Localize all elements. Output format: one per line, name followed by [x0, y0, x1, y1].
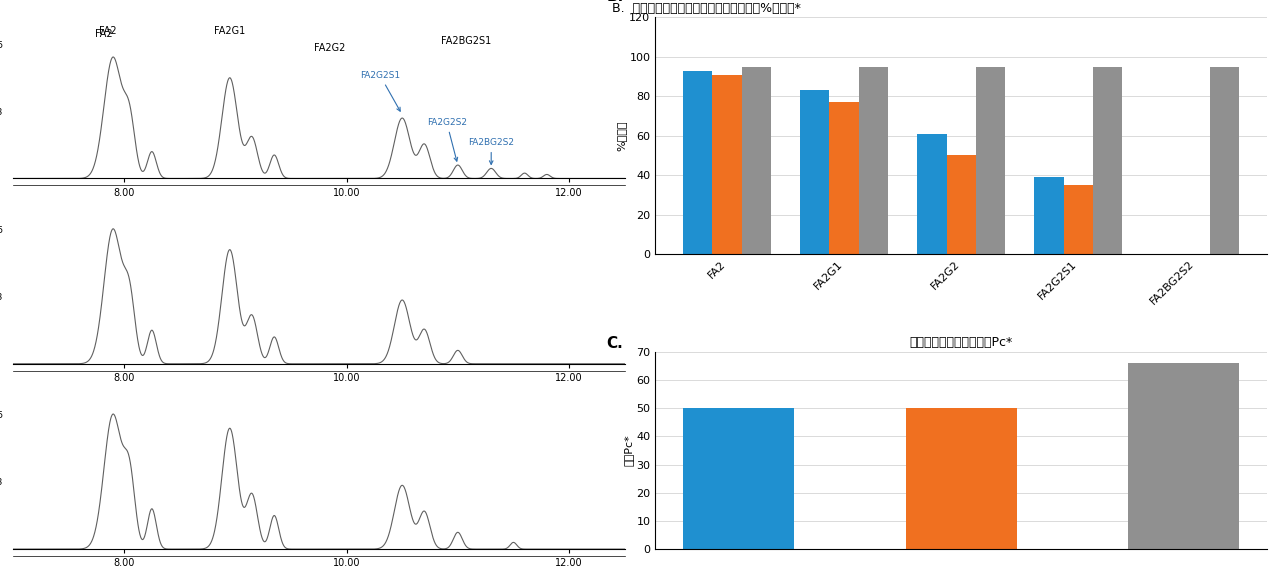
Bar [684, 71, 713, 254]
Text: FA2G2S2: FA2G2S2 [426, 118, 467, 161]
Y-axis label: %回收率: %回收率 [617, 120, 626, 151]
Text: FA2G1: FA2G1 [214, 26, 246, 36]
Bar [1093, 66, 1123, 254]
Bar [859, 66, 888, 254]
Text: B.: B. [607, 0, 623, 4]
Text: FA2BG2S1: FA2BG2S1 [442, 36, 492, 46]
Bar [1034, 177, 1064, 254]
Bar [713, 75, 741, 254]
Bar [975, 66, 1005, 254]
Title: 常规不锈钢色谱柱的有效Pc*: 常规不锈钢色谱柱的有效Pc* [910, 336, 1012, 349]
Bar [1064, 185, 1093, 254]
Text: FA2BG2S2: FA2BG2S2 [468, 138, 515, 164]
Bar [906, 408, 1016, 549]
Text: C.: C. [607, 336, 623, 351]
Bar [1128, 363, 1239, 549]
Y-axis label: 有效Pc*: 有效Pc* [623, 435, 634, 466]
Text: FA2: FA2 [95, 29, 113, 39]
Bar [829, 102, 859, 254]
Bar [741, 66, 771, 254]
Bar [918, 134, 947, 254]
Bar [800, 90, 829, 254]
Bar [684, 408, 795, 549]
Text: FA2: FA2 [99, 26, 116, 36]
Text: FA2G2: FA2G2 [314, 43, 346, 53]
Text: B.  使用常规不锈钢色谱柱分析糖基所得的%回收率*: B. 使用常规不锈钢色谱柱分析糖基所得的%回收率* [612, 2, 801, 15]
Bar [947, 155, 975, 254]
Bar [1210, 66, 1239, 254]
Text: FA2G2S1: FA2G2S1 [360, 71, 401, 111]
